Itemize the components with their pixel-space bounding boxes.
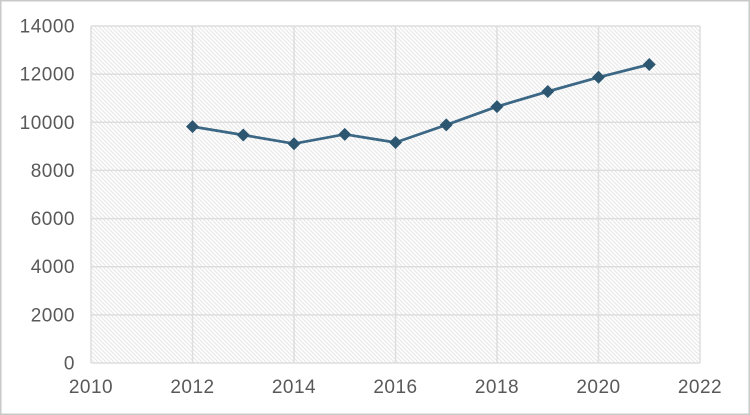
data-point-2016[interactable] bbox=[389, 136, 402, 150]
data-point-2020[interactable] bbox=[592, 70, 605, 84]
data-point-2019[interactable] bbox=[541, 84, 555, 98]
data-point-2021[interactable] bbox=[642, 58, 656, 72]
x-tick-label-2020: 2020 bbox=[576, 377, 620, 398]
series-line bbox=[191, 63, 651, 146]
x-tick-label-2022: 2022 bbox=[678, 377, 722, 398]
x-tick-label-2018: 2018 bbox=[475, 377, 519, 398]
y-tick-label-6000: 6000 bbox=[31, 209, 75, 230]
y-tick-label-12000: 12000 bbox=[20, 65, 75, 86]
y-tick-label-2000: 2000 bbox=[31, 305, 75, 326]
series-markers bbox=[186, 58, 656, 151]
y-tick-label-4000: 4000 bbox=[31, 257, 75, 278]
y-tick-label-10000: 10000 bbox=[20, 113, 75, 134]
x-tick-label-2016: 2016 bbox=[373, 377, 417, 398]
y-axis-tick-labels: 0 2000 4000 6000 8000 10000 12000 14000 bbox=[20, 17, 75, 375]
data-point-2013[interactable] bbox=[236, 128, 250, 142]
data-point-2018[interactable] bbox=[490, 100, 504, 114]
x-tick-label-2010: 2010 bbox=[69, 377, 113, 398]
data-point-2015[interactable] bbox=[338, 127, 352, 141]
y-tick-label-0: 0 bbox=[64, 354, 75, 375]
x-axis-tick-labels: 2010 2012 2014 2016 2018 2020 2022 bbox=[69, 377, 722, 398]
data-point-2017[interactable] bbox=[439, 118, 453, 132]
y-tick-label-8000: 8000 bbox=[31, 161, 75, 182]
data-point-2014[interactable] bbox=[287, 137, 301, 151]
y-tick-label-14000: 14000 bbox=[20, 17, 75, 38]
x-tick-label-2012: 2012 bbox=[170, 377, 214, 398]
x-tick-label-2014: 2014 bbox=[272, 377, 316, 398]
data-point-2012[interactable] bbox=[186, 120, 199, 134]
